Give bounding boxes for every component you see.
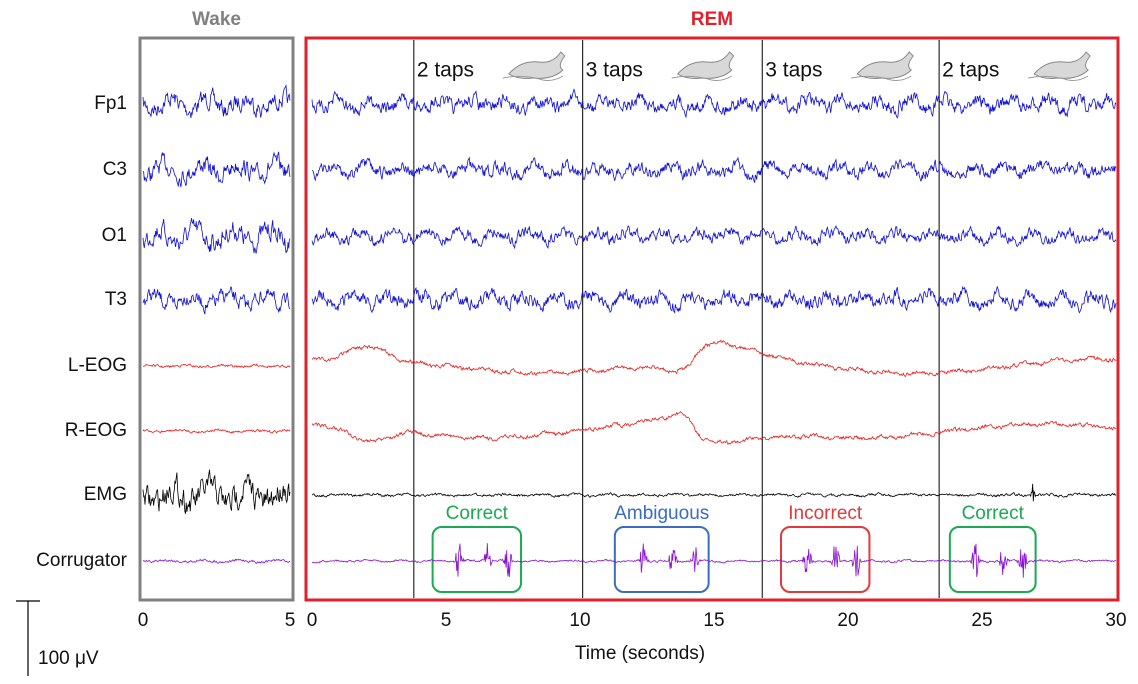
hand-icon [851, 75, 912, 81]
event-label: 2 taps [942, 59, 999, 82]
scale-bar-label: 100 μV [38, 648, 99, 669]
hand-icon [1028, 75, 1089, 81]
panel-title: REM [691, 9, 733, 30]
signal-trace [311, 88, 1117, 119]
outcome-label: Ambiguous [614, 503, 709, 524]
signal-trace [143, 363, 291, 369]
x-axis-label: Time (seconds) [575, 643, 705, 664]
channel-label: Corrugator [36, 550, 127, 571]
signal-trace [142, 84, 291, 118]
outcome-box [780, 526, 871, 593]
event-label: 3 taps [586, 59, 643, 82]
panel-frame [304, 36, 1120, 602]
x-tick-label: 30 [1105, 610, 1126, 631]
hand-icon [508, 51, 566, 79]
x-tick-label: 10 [569, 610, 590, 631]
channel-label: C3 [103, 159, 127, 180]
signal-trace [311, 411, 1117, 446]
panel-frame [138, 36, 295, 602]
x-tick-label: 5 [441, 610, 452, 631]
channel-label: R-EOG [65, 420, 127, 441]
outcome-box [613, 526, 710, 593]
event-label: 3 taps [765, 59, 822, 82]
outcome-label: Correct [446, 503, 509, 524]
outcome-label: Correct [962, 503, 1025, 524]
hand-icon [676, 51, 735, 79]
signal-trace [142, 218, 291, 254]
event-label: 2 taps [417, 59, 474, 82]
x-tick-label: 20 [837, 610, 858, 631]
panel-title: Wake [192, 9, 241, 30]
signal-trace [142, 151, 291, 188]
x-tick-label: 0 [307, 610, 318, 631]
hand-icon [502, 75, 564, 81]
signal-trace [311, 543, 1117, 578]
x-tick-label: 15 [703, 610, 724, 631]
hand-icon [856, 51, 914, 79]
outcome-label: Incorrect [788, 503, 863, 524]
signal-trace [142, 558, 291, 564]
channel-label: EMG [84, 484, 127, 505]
outcome-box [948, 526, 1037, 593]
x-tick-label: 0 [138, 610, 149, 631]
hand-icon [671, 75, 732, 81]
channel-label: Fp1 [94, 93, 127, 114]
signal-trace [311, 339, 1117, 378]
signal-trace [312, 156, 1117, 183]
channel-label: T3 [105, 289, 127, 310]
signal-trace [142, 286, 291, 315]
channel-label: L-EOG [68, 355, 127, 376]
signal-trace [311, 224, 1117, 250]
signal-trace [142, 469, 291, 514]
x-tick-label: 25 [971, 610, 992, 631]
hand-icon [1033, 51, 1091, 79]
signal-trace [311, 483, 1117, 502]
signal-trace [142, 428, 291, 434]
x-tick-label: 5 [285, 610, 296, 631]
outcome-box [431, 526, 523, 593]
channel-label: O1 [102, 225, 127, 246]
signal-trace [311, 285, 1117, 314]
